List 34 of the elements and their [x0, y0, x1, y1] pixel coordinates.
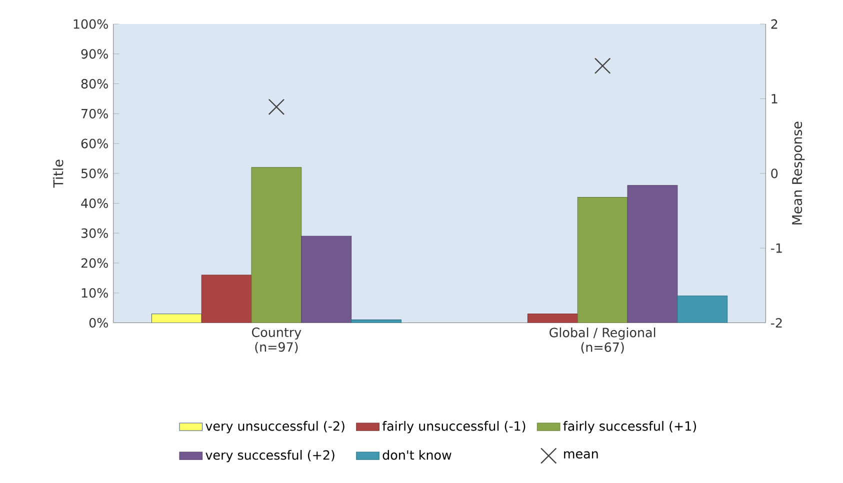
y-tick-label: 20% — [81, 258, 108, 268]
legend-label: very unsuccessful (-2) — [206, 421, 344, 434]
y2-tick-label: 1 — [772, 94, 778, 104]
y-tick-label: 100% — [74, 19, 108, 29]
legend-label: very successful (+2) — [206, 450, 334, 462]
bar — [151, 314, 202, 323]
bar — [577, 197, 628, 323]
legend-label: fairly successful (+1) — [563, 421, 696, 434]
y-tick-label: 40% — [81, 198, 108, 208]
y2-tick-label: -2 — [770, 318, 782, 328]
x-tick-label: Country (n=97) — [252, 328, 302, 354]
y-tick-label: 50% — [81, 168, 108, 178]
bar — [627, 185, 678, 323]
bar — [201, 274, 252, 323]
y2-tick-label: 2 — [771, 19, 778, 29]
y-tick-label: 80% — [81, 79, 108, 89]
y-axis-title: Title — [52, 160, 64, 188]
legend-label: don't know — [382, 450, 452, 460]
legend-label: fairly unsuccessful (-1) — [382, 421, 526, 434]
y-tick-label: 30% — [81, 228, 108, 238]
bar — [301, 236, 352, 323]
y-tick-label: 10% — [82, 288, 108, 298]
y2-tick-label: 0 — [771, 168, 778, 178]
bar — [527, 314, 578, 323]
y2-tick-label: -1 — [770, 244, 782, 253]
bar — [251, 167, 302, 323]
y-tick-label: 70% — [82, 108, 108, 119]
y-tick-label: 60% — [81, 138, 108, 148]
y-tick-label: 90% — [81, 49, 108, 59]
legend-label: mean — [564, 451, 598, 459]
x-tick-label: Global / Regional (n=67) — [550, 328, 656, 354]
y-tick-label: 0% — [89, 318, 108, 328]
y2-axis-title: Mean Response — [792, 122, 805, 224]
bar — [677, 296, 728, 323]
